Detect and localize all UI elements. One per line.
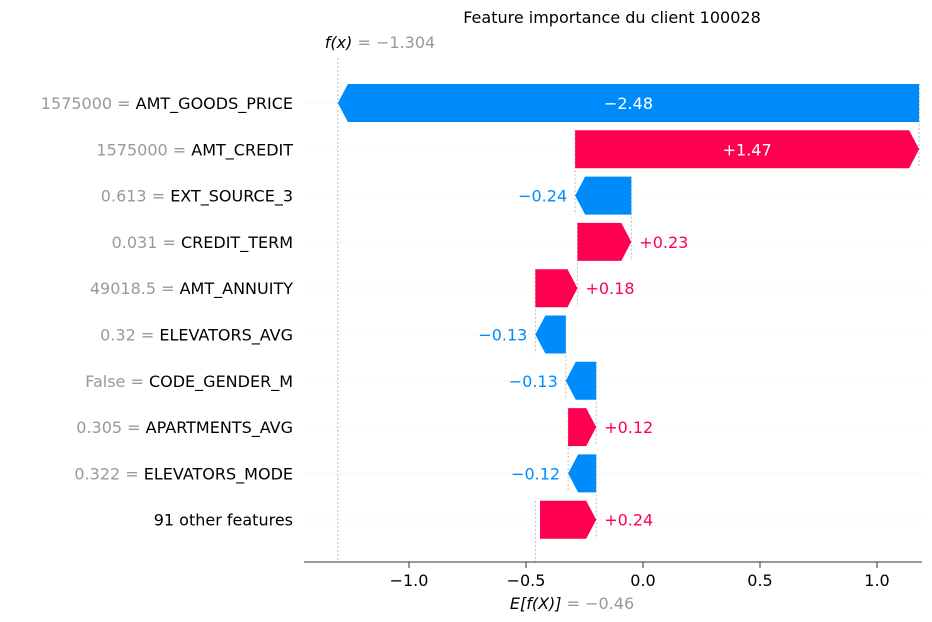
feature-label: 0.031 = CREDIT_TERM xyxy=(112,233,293,253)
feature-name: AMT_ANNUITY xyxy=(180,279,294,299)
base-annotation: E[f(X)] = −0.46 xyxy=(510,594,634,613)
bar-value-label: −0.13 xyxy=(509,372,558,391)
base-prefix: E[f(X)] xyxy=(510,594,562,613)
bar-value-label: −0.13 xyxy=(478,326,527,345)
bar-value-label: +0.24 xyxy=(604,511,653,530)
waterfall-bar xyxy=(577,222,632,261)
x-tick-label: −1.0 xyxy=(390,571,429,590)
x-axis: −1.0 −0.5 0.0 0.5 1.0 xyxy=(304,561,922,590)
feature-label: 91 other features xyxy=(154,511,293,530)
fx-value: = −1.304 xyxy=(352,33,435,52)
feature-value: 0.32 = xyxy=(100,326,159,345)
feature-name: CODE_GENDER_M xyxy=(149,372,293,392)
waterfall-bar xyxy=(565,361,597,400)
feature-label: False = CODE_GENDER_M xyxy=(85,372,293,392)
feature-value: 1575000 = xyxy=(96,140,191,159)
feature-label: 0.613 = EXT_SOURCE_3 xyxy=(101,187,293,207)
bar-value-label: −0.24 xyxy=(518,187,567,206)
bar-value-label: +0.18 xyxy=(585,279,634,298)
feature-label: 0.32 = ELEVATORS_AVG xyxy=(100,326,293,346)
feature-label: 1575000 = AMT_CREDIT xyxy=(96,140,293,160)
x-tick-label: −0.5 xyxy=(507,571,546,590)
waterfall-bar xyxy=(535,269,578,308)
feature-name: CREDIT_TERM xyxy=(181,233,293,253)
feature-value: 49018.5 = xyxy=(90,279,180,298)
chart-title: Feature importance du client 100028 xyxy=(463,8,761,27)
bar-value-label: −2.48 xyxy=(604,94,653,113)
feature-value: 0.031 = xyxy=(112,233,181,252)
feature-value: 0.613 = xyxy=(101,187,170,206)
fx-prefix: f(x) xyxy=(325,33,353,52)
waterfall-bar xyxy=(535,315,566,354)
bar-value-label: +0.12 xyxy=(604,418,653,437)
feature-value: 1575000 = xyxy=(41,94,136,113)
feature-name: AMT_GOODS_PRICE xyxy=(136,94,293,114)
feature-label: 49018.5 = AMT_ANNUITY xyxy=(90,279,293,299)
feature-value: 0.322 = xyxy=(74,464,143,483)
waterfall-bar xyxy=(337,84,920,122)
bar-value-label: +0.23 xyxy=(639,233,688,252)
x-tick-label: 1.0 xyxy=(864,571,889,590)
waterfall-bar xyxy=(540,500,597,539)
feature-name: 91 other features xyxy=(154,511,293,530)
bar-value-label: −0.12 xyxy=(511,464,560,483)
feature-name: AMT_CREDIT xyxy=(191,140,293,160)
waterfall-bar xyxy=(568,454,597,493)
feature-label: 0.322 = ELEVATORS_MODE xyxy=(74,464,293,484)
base-value: = −0.46 xyxy=(562,594,635,613)
feature-label: 0.305 = APARTMENTS_AVG xyxy=(76,418,293,438)
fx-annotation: f(x) = −1.304 xyxy=(325,33,435,52)
feature-label: 1575000 = AMT_GOODS_PRICE xyxy=(41,94,293,114)
feature-name: ELEVATORS_AVG xyxy=(159,326,293,346)
bars: −2.48 +1.47 −0.24 +0.23 +0.18 −0.13 −0.13 +0.12… xyxy=(337,84,920,539)
feature-name: ELEVATORS_MODE xyxy=(144,464,293,484)
feature-value: False = xyxy=(85,372,149,391)
x-tick-label: 0.5 xyxy=(747,571,772,590)
waterfall-bar xyxy=(568,408,597,447)
feature-name: APARTMENTS_AVG xyxy=(146,418,293,438)
waterfall-bar xyxy=(575,176,632,215)
feature-name: EXT_SOURCE_3 xyxy=(170,187,293,207)
feature-value: 0.305 = xyxy=(76,418,145,437)
waterfall-bar xyxy=(575,130,920,169)
x-tick-label: 0.0 xyxy=(630,571,655,590)
bar-value-label: +1.47 xyxy=(723,140,772,159)
